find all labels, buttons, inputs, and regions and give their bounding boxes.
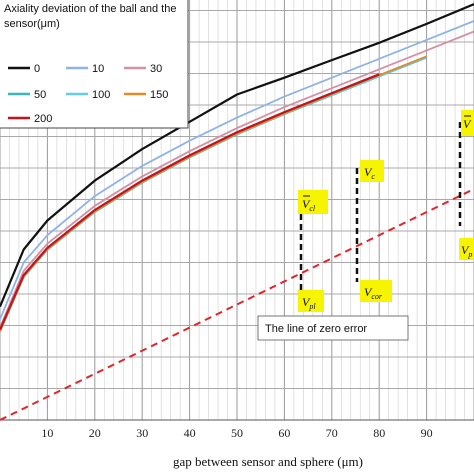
zero-error-line (0, 188, 474, 421)
legend: Axiality deviation of the ball and the s… (0, 0, 189, 129)
series-line-10 (0, 20, 474, 320)
label-box-vpl (298, 290, 324, 312)
label-box-vcl (298, 190, 328, 214)
legend-title-wrap: Axiality deviation of the ball and the s… (4, 3, 177, 30)
x-axis-title: gap between sensor and sphere (μm) (173, 454, 363, 469)
legend-label-10: 10 (92, 63, 104, 75)
x-tick-label: 70 (326, 426, 338, 440)
legend-label-0: 0 (34, 63, 40, 75)
series-line-0 (0, 3, 474, 308)
x-tick-label: 90 (421, 426, 433, 440)
legend-label-30: 30 (150, 63, 162, 75)
legend-box (0, 0, 189, 129)
legend-label-200: 200 (34, 113, 52, 125)
label-box-vp (459, 238, 474, 260)
x-tick-label: 10 (41, 426, 53, 440)
legend-entries: 0 10 30 50 100 150 200 (8, 63, 168, 125)
v-label-v: V (463, 117, 472, 131)
zero-error-callout-text: The line of zero error (265, 323, 367, 335)
x-tick-labels: 10 20 30 40 50 60 70 80 90 (41, 426, 432, 440)
label-box-vcor (360, 280, 392, 302)
label-box-vc (360, 160, 384, 182)
legend-title: Axiality deviation of the ball and the s… (4, 3, 177, 30)
legend-label-100: 100 (92, 89, 110, 101)
series-line-30 (0, 30, 474, 328)
v-label-c: Vc (364, 165, 375, 181)
series-group (0, 3, 474, 333)
x-tick-label: 40 (184, 426, 196, 440)
legend-label-50: 50 (34, 89, 46, 101)
zero-error-callout (257, 315, 409, 341)
x-tick-label: 20 (89, 426, 101, 440)
x-tick-label: 50 (231, 426, 243, 440)
legend-label-150: 150 (150, 89, 168, 101)
x-tick-label: 30 (136, 426, 148, 440)
x-tick-label: 60 (278, 426, 290, 440)
x-tick-label: 80 (373, 426, 385, 440)
v-label-p: Vp (461, 243, 472, 259)
zero-error-line-group (0, 188, 474, 421)
series-line-200 (0, 73, 380, 331)
